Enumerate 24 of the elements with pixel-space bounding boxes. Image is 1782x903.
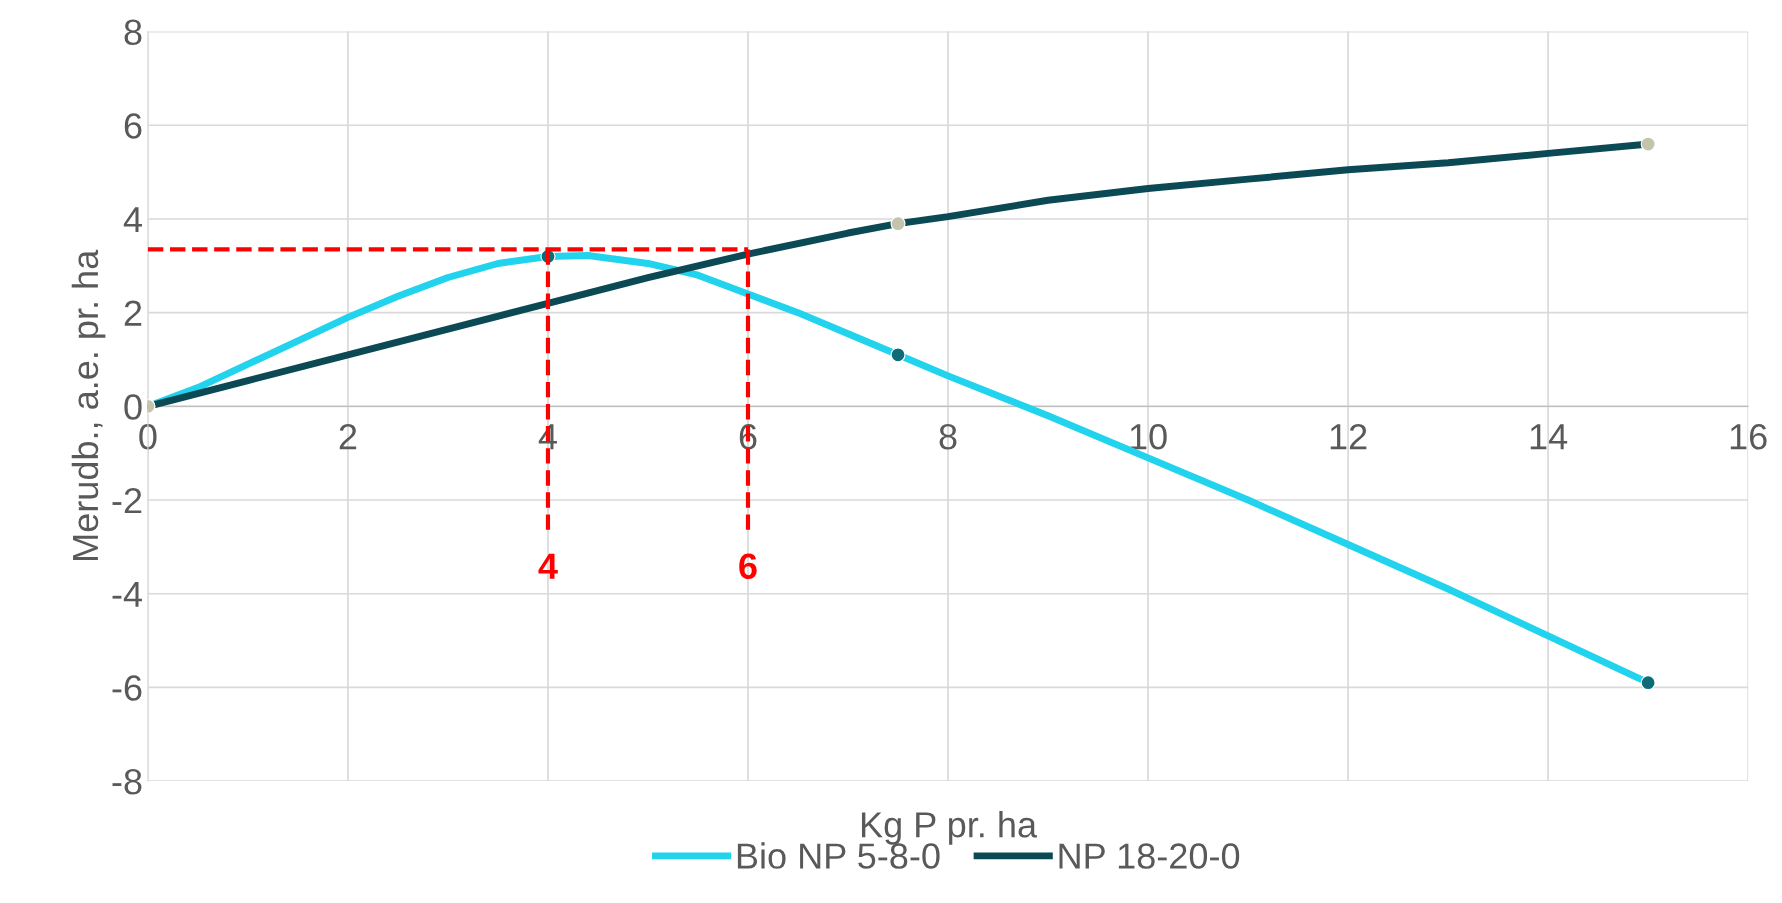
point xyxy=(1640,675,1656,691)
y-tick-label: 8 xyxy=(124,19,142,46)
x-tick-label: 14 xyxy=(1530,424,1568,450)
y-tick-label: 4 xyxy=(123,207,142,233)
y-tick-label: 6 xyxy=(124,113,142,139)
y-axis-title: Merudb., a.e. pr. ha xyxy=(71,249,106,560)
point xyxy=(1640,136,1656,152)
y-tick-label: 2 xyxy=(124,300,142,326)
ref-line-label: 4 xyxy=(538,553,558,579)
y-tick-label: -8 xyxy=(112,768,142,795)
y-tick-label: -4 xyxy=(112,581,142,607)
x-tick-label: 8 xyxy=(939,423,957,450)
y-tick-label: -2 xyxy=(112,487,142,514)
point xyxy=(890,216,906,232)
x-tick-label: 10 xyxy=(1130,423,1167,450)
x-tick-label: 2 xyxy=(339,423,357,450)
ref-line-label: 6 xyxy=(739,553,757,580)
x-tick-label: 16 xyxy=(1730,423,1767,450)
y-tick-label: -6 xyxy=(112,675,142,701)
y-tick-label: 0 xyxy=(124,394,142,420)
legend-label: Bio NP 5-8-0 xyxy=(737,842,940,869)
point xyxy=(890,347,906,363)
legend-label: NP 18-20-0 xyxy=(1059,843,1240,869)
x-tick-label: 12 xyxy=(1330,423,1367,450)
